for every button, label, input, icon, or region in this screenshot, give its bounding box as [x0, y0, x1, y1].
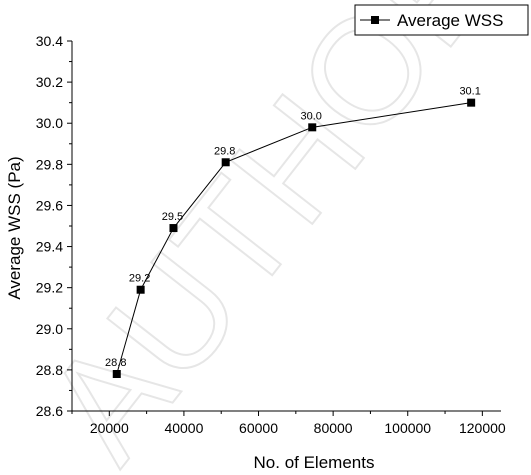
x-axis-label: No. of Elements [254, 453, 375, 472]
data-point [169, 224, 178, 233]
watermark-text: AUTHOR COPY [13, 0, 531, 475]
y-tick-label: 29.2 [36, 280, 63, 296]
data-label: 30.1 [459, 86, 480, 98]
series-layer: 28.8 29.2 29.5 29.8 30.0 30.1 [105, 86, 481, 378]
y-tick-label: 29.6 [36, 197, 63, 213]
axes: 28.6 28.8 29.0 29.2 29.4 29.6 29.8 30.0 30.2 30.4… [36, 33, 506, 436]
data-label: 28.8 [105, 357, 126, 369]
y-tick-label: 30.0 [36, 115, 63, 131]
y-axis-label: Average WSS (Pa) [5, 156, 24, 299]
data-label: 29.5 [162, 211, 183, 223]
x-tick-label: 40000 [164, 420, 203, 436]
legend: Average WSS [354, 4, 529, 36]
watermark: AUTHOR COPY [12, 0, 531, 475]
y-tick-label: 29.4 [36, 239, 63, 255]
y-tick-label: 28.6 [36, 403, 63, 419]
y-tick-label: 28.8 [36, 362, 63, 378]
x-tick-label: 20000 [90, 420, 129, 436]
data-point [221, 158, 230, 167]
data-point [136, 285, 145, 294]
data-point [112, 370, 121, 378]
data-label: 29.2 [129, 273, 150, 285]
data-label: 29.8 [214, 145, 235, 157]
legend-marker [371, 16, 379, 24]
y-tick-label: 30.2 [36, 74, 63, 90]
x-tick-label: 100000 [384, 420, 431, 436]
series-line [116, 102, 472, 375]
legend-label: Average WSS [397, 11, 503, 30]
x-tick-label: 80000 [314, 420, 353, 436]
y-tick-label: 29.0 [36, 321, 63, 337]
data-point [467, 98, 476, 107]
y-tick-label: 29.8 [36, 156, 63, 172]
y-tick-label: 30.4 [36, 33, 63, 49]
data-point [308, 123, 317, 132]
x-tick-label: 120000 [459, 420, 506, 436]
data-label: 30.0 [301, 110, 322, 122]
x-tick-label: 60000 [239, 420, 278, 436]
